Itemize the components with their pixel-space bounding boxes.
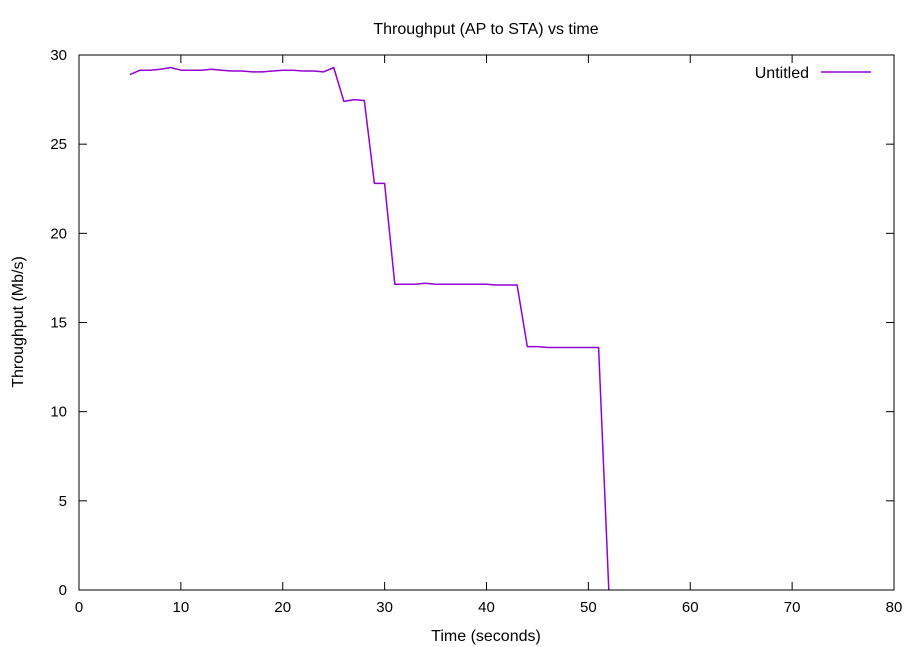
legend: Untitled	[755, 65, 871, 82]
x-tick-label: 40	[478, 599, 495, 616]
y-tick-label: 25	[50, 136, 67, 153]
series-layer	[129, 66, 610, 591]
x-tick-label: 60	[682, 599, 699, 616]
chart-title: Throughput (AP to STA) vs time	[373, 21, 598, 38]
y-tick-label: 15	[50, 315, 67, 332]
x-tick-label: 80	[886, 599, 903, 616]
x-tick-label: 10	[173, 599, 190, 616]
x-tick-label: 70	[784, 599, 801, 616]
y-tick-label: 30	[50, 47, 67, 64]
x-tick-label: 30	[376, 599, 393, 616]
y-tick-label: 10	[50, 404, 67, 421]
axis-ticks: 0 10 20 30 40 50 60 70 80 0 5 10 15 20 25 30	[50, 47, 902, 616]
y-tick-label: 5	[59, 493, 67, 510]
plot-frame	[78, 54, 895, 591]
x-tick-label: 50	[580, 599, 597, 616]
y-axis-label: Throughput (Mb/s)	[10, 256, 27, 388]
x-tick-label: 0	[75, 599, 83, 616]
legend-label-untitled: Untitled	[755, 65, 809, 82]
y-tick-label: 0	[59, 582, 67, 599]
x-axis-label: Time (seconds)	[431, 628, 541, 645]
y-tick-label: 20	[50, 225, 67, 242]
series-line-untitled	[129, 66, 610, 591]
x-tick-label: 20	[274, 599, 291, 616]
